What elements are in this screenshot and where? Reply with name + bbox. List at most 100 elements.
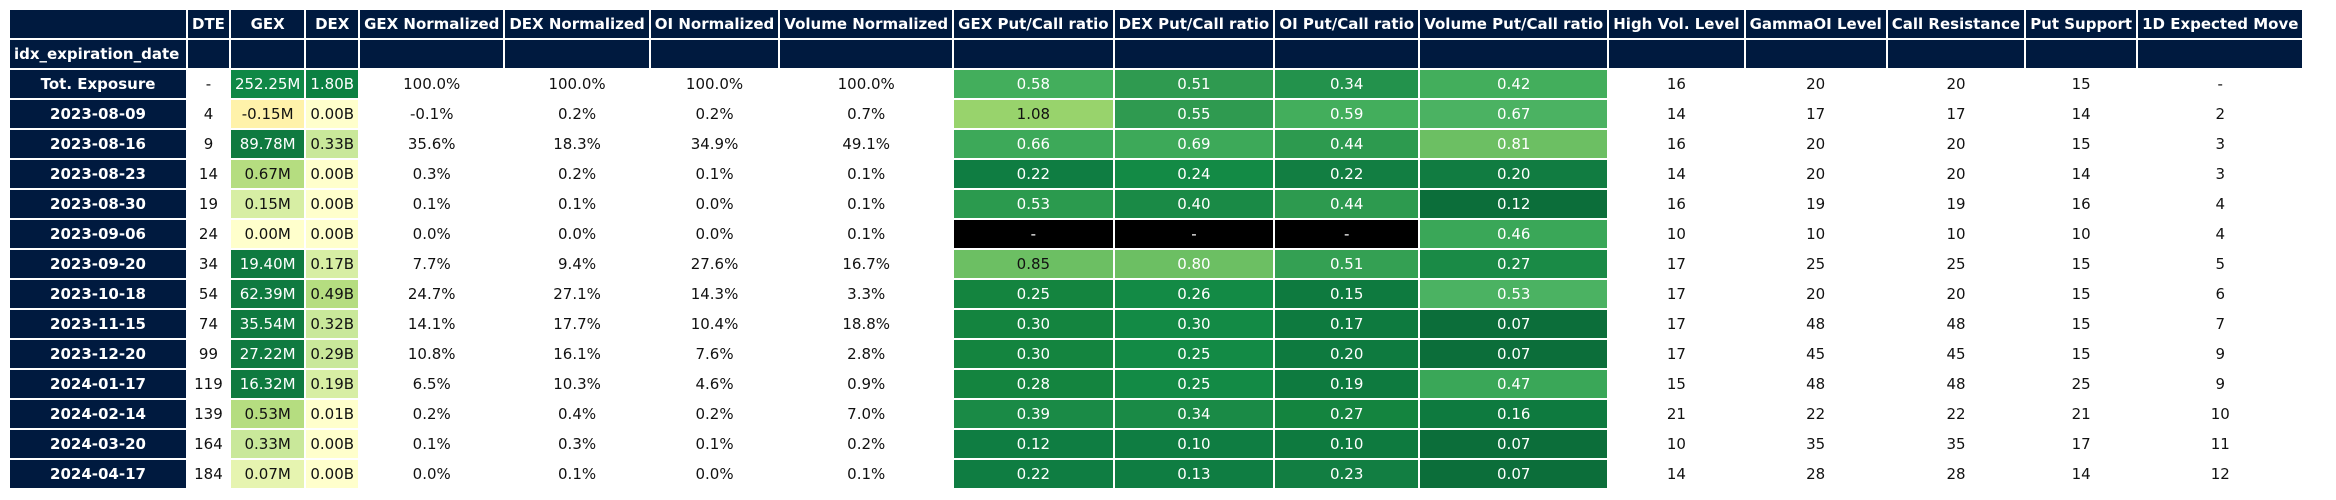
- table-cell: 0.29B: [306, 340, 359, 368]
- column-header: OI Normalized: [650, 10, 779, 38]
- table-cell: 20: [1887, 70, 2025, 98]
- table-cell: 35.54M: [230, 310, 305, 338]
- table-cell: 10: [1887, 220, 2025, 248]
- table-cell: 12: [2138, 460, 2303, 488]
- table-cell: -: [1114, 220, 1274, 248]
- table-cell: 0.17: [1275, 310, 1419, 338]
- table-cell: -: [188, 70, 229, 98]
- table-cell: 3.3%: [780, 280, 953, 308]
- table-cell: 0.47: [1420, 370, 1608, 398]
- table-cell: 139: [188, 400, 229, 428]
- table-row: 2023-12-20 99 27.22M 0.29B 10.8% 16.1% 7.6% 2.8…: [10, 340, 2303, 368]
- column-subheader: [650, 40, 779, 68]
- table-cell: 0.58: [954, 70, 1113, 98]
- table-cell: 4: [2138, 190, 2303, 218]
- table-cell: -: [954, 220, 1113, 248]
- table-cell: 0.67: [1420, 100, 1608, 128]
- row-label: 2024-03-20: [10, 430, 186, 458]
- table-cell: 17: [2026, 430, 2137, 458]
- table-cell: 0.1%: [505, 190, 649, 218]
- table-cell: 14: [2026, 460, 2137, 488]
- table-cell: 0.25: [1114, 340, 1274, 368]
- table-cell: 0.07: [1420, 460, 1608, 488]
- table-cell: 22: [1745, 400, 1886, 428]
- table-row: 2024-01-17 119 16.32M 0.19B 6.5% 10.3% 4.6% 0.9…: [10, 370, 2303, 398]
- table-cell: 5: [2138, 250, 2303, 278]
- table-cell: 0.40: [1114, 190, 1274, 218]
- table-cell: 0.85: [954, 250, 1113, 278]
- column-subheader: [954, 40, 1113, 68]
- table-cell: 0.32B: [306, 310, 359, 338]
- table-cell: 35.6%: [360, 130, 504, 158]
- table-cell: 0.22: [954, 160, 1113, 188]
- table-cell: 0.44: [1275, 130, 1419, 158]
- table-row: 2023-08-23 14 0.67M 0.00B 0.3% 0.2% 0.1% 0.1% 0.…: [10, 160, 2303, 188]
- column-header: GammaOI Level: [1745, 10, 1886, 38]
- table-cell: 100.0%: [505, 70, 649, 98]
- exposure-table: DTE GEX DEX GEX Normalized DEX Normalized OI …: [8, 8, 2304, 490]
- table-cell: 0.0%: [360, 220, 504, 248]
- table-cell: 0.00B: [306, 190, 359, 218]
- table-cell: 35: [1745, 430, 1886, 458]
- table-cell: 0.44: [1275, 190, 1419, 218]
- table-cell: 10.8%: [360, 340, 504, 368]
- table-cell: 0.19B: [306, 370, 359, 398]
- column-subheader: [188, 40, 229, 68]
- table-cell: 48: [1887, 370, 2025, 398]
- column-subheader: [1275, 40, 1419, 68]
- table-cell: 0.30: [954, 340, 1113, 368]
- table-cell: 0.00B: [306, 100, 359, 128]
- table-cell: 15: [1609, 370, 1744, 398]
- row-label: 2023-08-23: [10, 160, 186, 188]
- table-cell: 0.3%: [505, 430, 649, 458]
- table-row: 2023-08-09 4 -0.15M 0.00B -0.1% 0.2% 0.2% 0.7% 1…: [10, 100, 2303, 128]
- table-cell: 7.7%: [360, 250, 504, 278]
- table-cell: 0.34: [1275, 70, 1419, 98]
- column-subheader: [2026, 40, 2137, 68]
- row-label: 2024-02-14: [10, 400, 186, 428]
- table-cell: 16.32M: [230, 370, 305, 398]
- table-cell: 0.0%: [650, 460, 779, 488]
- table-cell: 19: [1887, 190, 2025, 218]
- table-cell: 0.20: [1275, 340, 1419, 368]
- table-cell: 28: [1745, 460, 1886, 488]
- table-cell: -0.15M: [230, 100, 305, 128]
- row-label: 2023-08-16: [10, 130, 186, 158]
- exposure-table-container: DTE GEX DEX GEX Normalized DEX Normalized OI …: [8, 8, 2304, 490]
- table-cell: 20: [1745, 160, 1886, 188]
- table-cell: 27.6%: [650, 250, 779, 278]
- table-row: 2023-08-30 19 0.15M 0.00B 0.1% 0.1% 0.0% 0.1% 0.…: [10, 190, 2303, 218]
- table-cell: 0.53: [954, 190, 1113, 218]
- table-cell: 74: [188, 310, 229, 338]
- column-subheader: [2138, 40, 2303, 68]
- table-cell: 0.4%: [505, 400, 649, 428]
- table-cell: 45: [1745, 340, 1886, 368]
- table-cell: 4: [188, 100, 229, 128]
- row-label: 2023-10-18: [10, 280, 186, 308]
- column-subheader: [780, 40, 953, 68]
- table-cell: 48: [1745, 370, 1886, 398]
- table-cell: 0.25: [954, 280, 1113, 308]
- table-cell: -: [2138, 70, 2303, 98]
- table-cell: 0.26: [1114, 280, 1274, 308]
- table-cell: 45: [1887, 340, 2025, 368]
- column-header: Volume Put/Call ratio: [1420, 10, 1608, 38]
- table-cell: 0.12: [1420, 190, 1608, 218]
- table-cell: 11: [2138, 430, 2303, 458]
- table-cell: 0.19: [1275, 370, 1419, 398]
- table-row: 2023-08-16 9 89.78M 0.33B 35.6% 18.3% 34.9% 49.…: [10, 130, 2303, 158]
- column-header: Call Resistance: [1887, 10, 2025, 38]
- table-cell: 7.6%: [650, 340, 779, 368]
- table-cell: 0.0%: [505, 220, 649, 248]
- table-cell: 17: [1609, 250, 1744, 278]
- table-cell: 21: [1609, 400, 1744, 428]
- table-cell: 0.59: [1275, 100, 1419, 128]
- table-cell: 0.53M: [230, 400, 305, 428]
- row-label: 2024-01-17: [10, 370, 186, 398]
- table-cell: 17: [1609, 310, 1744, 338]
- table-cell: 22: [1887, 400, 2025, 428]
- column-header: High Vol. Level: [1609, 10, 1744, 38]
- table-cell: 0.01B: [306, 400, 359, 428]
- table-cell: 0.53: [1420, 280, 1608, 308]
- table-cell: 20: [1745, 280, 1886, 308]
